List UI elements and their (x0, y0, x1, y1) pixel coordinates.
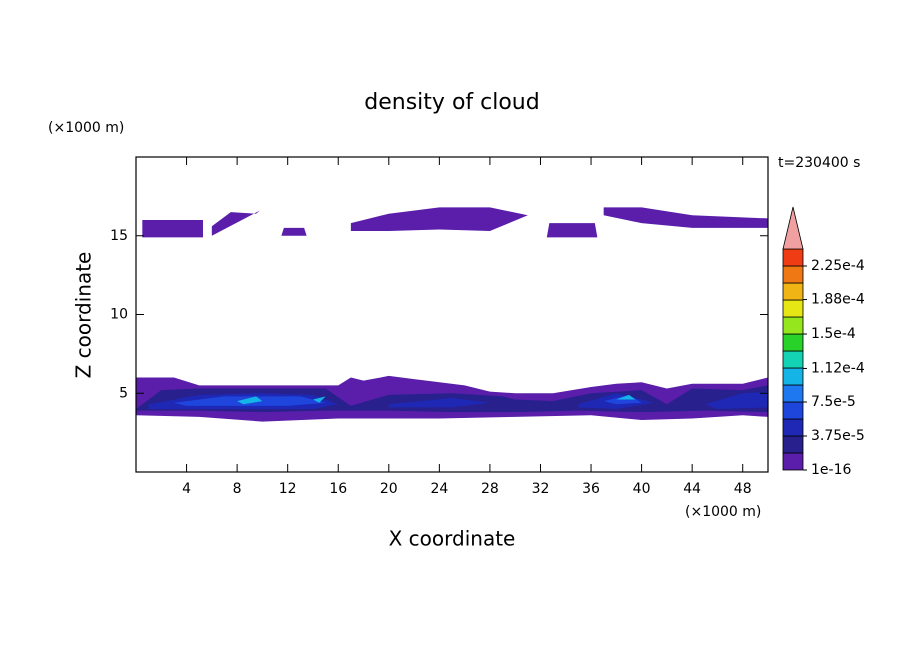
plot-frame (135, 156, 769, 473)
cloud-region (312, 396, 326, 403)
x-tick-label: 20 (380, 481, 398, 497)
colorbar-extension (782, 206, 804, 250)
cloud-region (142, 220, 203, 238)
cloud-region (546, 223, 598, 238)
colorbar-band (782, 299, 804, 318)
colorbar-tick-label: 1.5e-4 (811, 326, 856, 342)
colorbar-tick-label: 2.25e-4 (811, 258, 865, 274)
colorbar-tick-label: 1e-16 (811, 462, 851, 478)
colorbar-band (782, 350, 804, 369)
y-tick-label: 15 (110, 228, 128, 244)
x-unit: (×1000 m) (685, 504, 761, 520)
y-axis-label: Z coordinate (72, 252, 96, 379)
x-tick-label: 48 (734, 481, 752, 497)
colorbar-band (782, 401, 804, 420)
cloud-region (388, 397, 490, 408)
cloud-region (350, 207, 528, 232)
colorbar-band (782, 384, 804, 403)
x-axis-label: X coordinate (389, 527, 516, 551)
x-tick-label: 40 (633, 481, 651, 497)
colorbar-tick-label: 7.5e-5 (811, 394, 856, 410)
y-tick-label: 10 (110, 307, 128, 323)
cloud-region (211, 210, 260, 236)
colorbar-band (782, 282, 804, 301)
cloud-region (616, 394, 636, 400)
colorbar-band (782, 367, 804, 386)
x-tick-label: 16 (329, 481, 347, 497)
colorbar-tick-label: 1.12e-4 (811, 360, 865, 376)
x-tick-label: 32 (532, 481, 550, 497)
colorbar-tick-label: 3.75e-5 (811, 428, 865, 444)
y-unit: (×1000 m) (48, 120, 124, 136)
x-tick-label: 8 (233, 481, 242, 497)
x-tick-label: 4 (182, 481, 191, 497)
x-tick-label: 28 (481, 481, 499, 497)
chart-title: density of cloud (364, 90, 539, 115)
cloud-region (237, 396, 263, 405)
colorbar-tick-label: 1.88e-4 (811, 292, 865, 308)
x-tick-label: 44 (683, 481, 701, 497)
cloud-region (704, 391, 768, 409)
colorbar-band (782, 333, 804, 352)
cloud-region (281, 227, 307, 236)
cloud-region (603, 207, 768, 228)
x-tick-label: 24 (430, 481, 448, 497)
colorbar-band (782, 435, 804, 454)
y-tick-label: 5 (119, 385, 128, 401)
colorbar-band (782, 265, 804, 284)
colorbar-band (782, 452, 804, 471)
x-tick-label: 12 (279, 481, 297, 497)
plot-area (136, 207, 768, 422)
colorbar-band (782, 418, 804, 437)
x-tick-label: 36 (582, 481, 600, 497)
colorbar-band (782, 248, 804, 267)
time-label: t=230400 s (778, 155, 860, 171)
colorbar-band (782, 316, 804, 335)
